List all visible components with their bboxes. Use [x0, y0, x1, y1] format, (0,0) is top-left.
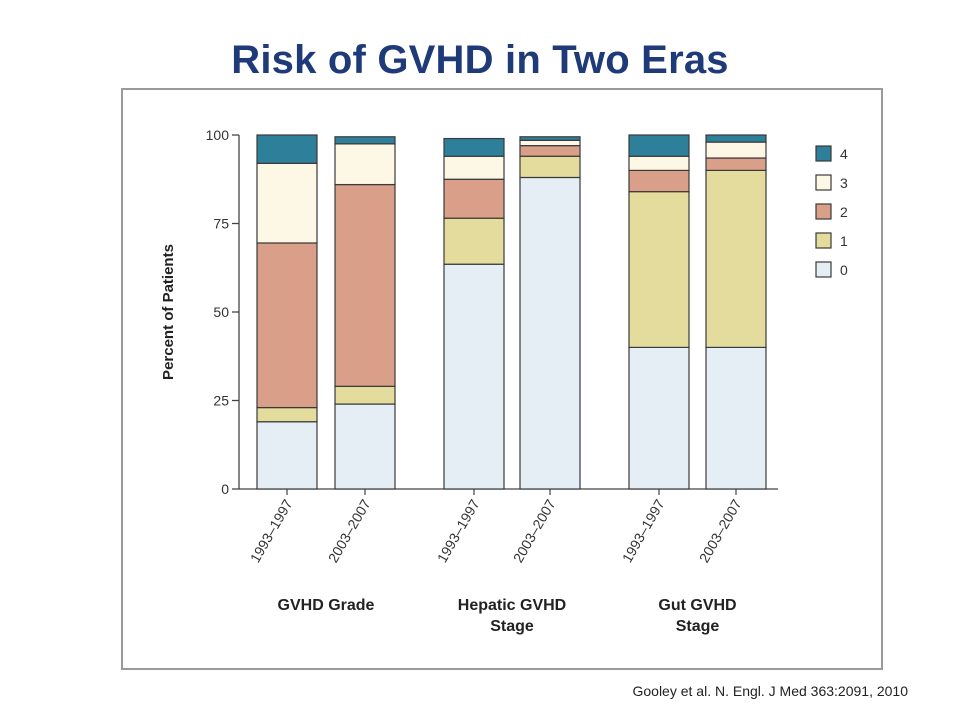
bar-segment-3	[519, 139, 581, 147]
legend-swatch-1	[815, 232, 832, 249]
bar-segment-4	[334, 136, 396, 145]
bar-segment-1	[628, 191, 690, 348]
citation: Gooley et al. N. Engl. J Med 363:2091, 2…	[632, 683, 908, 699]
slide-title: Risk of GVHD in Two Eras	[231, 38, 729, 82]
bar-segment-4	[443, 137, 505, 157]
group-label: Gut GVHD Stage	[658, 597, 736, 635]
x-tick-label: 1993–1997	[619, 496, 668, 565]
group-label-line: Stage	[676, 618, 720, 635]
y-tick-label: 50	[213, 304, 229, 320]
bar-segment-1	[519, 155, 581, 179]
legend-label-1: 1	[840, 233, 848, 249]
x-tick-labels: 1993–1997 2003–2007 1993–1997 2003–2007 1993…	[247, 496, 745, 565]
stacked-bar-chart: 0 25 50 75 100 Percent of Patients 1993–1997 2…	[160, 127, 848, 635]
group-label-line: Gut GVHD	[658, 597, 736, 614]
bar-segment-1	[443, 217, 505, 265]
bar-segment-2	[334, 183, 396, 387]
bar-segment-0	[628, 346, 690, 490]
group-label-line: Stage	[490, 618, 534, 635]
x-tick-label: 1993–1997	[247, 496, 296, 565]
y-axis-label: Percent of Patients	[160, 244, 177, 380]
bar-segment-0	[705, 346, 767, 490]
bar-segment-1	[256, 406, 318, 423]
bar-segment-2	[256, 242, 318, 409]
bar-segment-2	[628, 169, 690, 193]
bar-segment-4	[519, 136, 581, 141]
bar-segment-3	[443, 155, 505, 180]
legend: 4 3 2 1 0	[815, 145, 848, 278]
y-tick-label: 75	[213, 216, 229, 232]
bar-segment-0	[519, 176, 581, 490]
legend-swatch-4	[815, 145, 832, 162]
y-tick-label: 0	[221, 481, 229, 497]
bar-segment-0	[334, 403, 396, 490]
bar-segment-2	[443, 178, 505, 219]
axes: 0 25 50 75 100 Percent of Patients	[160, 127, 778, 497]
chart-frame: 0 25 50 75 100 Percent of Patients 1993–1997 2…	[121, 88, 883, 670]
legend-swatch-2	[815, 203, 832, 220]
legend-swatch-0	[815, 261, 832, 278]
bar-segment-3	[334, 143, 396, 186]
bar-segment-0	[256, 421, 318, 490]
group-labels: GVHD Grade Hepatic GVHD Stage Gut GVHD Stage	[278, 597, 737, 635]
legend-label-0: 0	[840, 262, 848, 278]
bar-segment-1	[705, 169, 767, 349]
bars	[256, 134, 767, 490]
bar-segment-4	[256, 134, 318, 164]
y-tick-label: 100	[206, 127, 230, 143]
x-tick-label: 2003–2007	[510, 496, 559, 565]
group-label: GVHD Grade	[278, 597, 375, 614]
y-tick-label: 25	[213, 393, 229, 409]
bar-segment-2	[519, 145, 581, 157]
legend-label-3: 3	[840, 175, 848, 191]
legend-label-2: 2	[840, 204, 848, 220]
group-label: Hepatic GVHD Stage	[458, 597, 566, 635]
bar-segment-3	[256, 162, 318, 244]
bar-segment-2	[705, 157, 767, 172]
bar-segment-3	[628, 155, 690, 171]
x-tick-label: 1993–1997	[434, 496, 483, 565]
bar-segment-4	[705, 134, 767, 143]
x-tick-label: 2003–2007	[325, 496, 374, 565]
x-tick-label: 2003–2007	[696, 496, 745, 565]
group-label-line: Hepatic GVHD	[458, 597, 566, 614]
bar-segment-3	[705, 141, 767, 159]
legend-swatch-3	[815, 174, 832, 191]
bar-segment-0	[443, 263, 505, 490]
legend-label-4: 4	[840, 146, 848, 162]
group-label-line: GVHD Grade	[278, 597, 375, 614]
bar-segment-1	[334, 385, 396, 405]
bar-segment-4	[628, 134, 690, 157]
